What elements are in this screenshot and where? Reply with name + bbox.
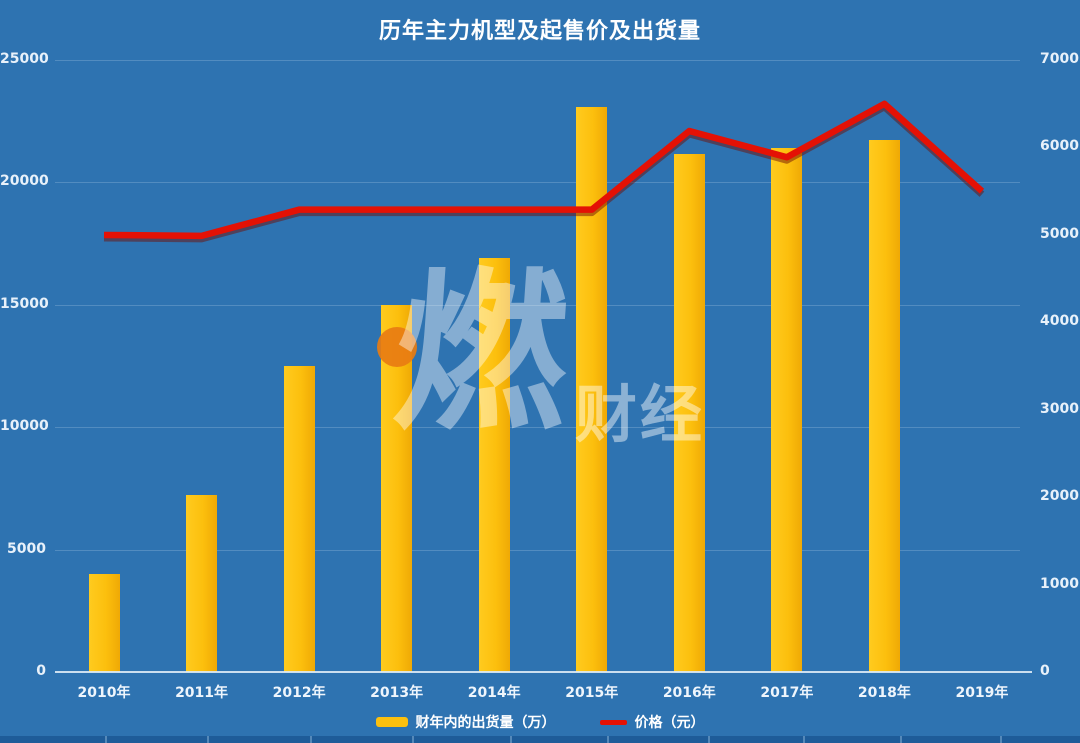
gridline-25000 — [55, 60, 1020, 61]
x-tick-2012年: 2012年 — [272, 685, 326, 701]
legend-bar-label: 财年内的出货量（万） — [415, 715, 556, 731]
price-line-path — [103, 100, 985, 240]
x-tick-2018年: 2018年 — [857, 685, 911, 701]
x-tick-2019年: 2019年 — [955, 685, 1009, 701]
bottom-strip-separator — [207, 736, 209, 743]
gridline-20000 — [55, 182, 1020, 184]
x-tick-2013年: 2013年 — [370, 685, 424, 701]
bottom-strip-separator — [900, 736, 902, 743]
x-tick-2014年: 2014年 — [467, 685, 521, 701]
bottom-strip-separator — [510, 736, 512, 743]
y-right-tick-3000: 3000 — [1040, 400, 1079, 417]
bar-2016年 — [673, 154, 705, 672]
chart-title: 历年主力机型及起售价及出货量 — [378, 19, 701, 44]
bottom-strip-separator — [105, 736, 107, 743]
bar-2018年 — [868, 140, 900, 672]
gridline-15000 — [55, 304, 1020, 306]
y-left-tick-10000: 10000 — [0, 418, 49, 435]
bottom-strip-separator — [803, 736, 805, 743]
y-right-tick-7000: 7000 — [1040, 51, 1079, 67]
x-tick-2016年: 2016年 — [662, 685, 716, 701]
y-left-tick-25000: 25000 — [0, 51, 49, 67]
y-right-tick-0: 0 — [1040, 663, 1050, 679]
y-left-tick-15000: 15000 — [0, 295, 49, 312]
legend-line-swatch-icon — [599, 719, 627, 725]
y-right-tick-4000: 4000 — [1040, 313, 1079, 330]
price-line-series — [103, 100, 985, 243]
legend: 财年内的出货量（万） 价格（元） — [0, 709, 1080, 735]
y-left-tick-5000: 5000 — [7, 540, 46, 557]
gridline-5000 — [55, 549, 1020, 551]
bottom-strip-separator — [412, 736, 414, 743]
legend-line-label: 价格（元） — [634, 715, 705, 731]
x-tick-2011年: 2011年 — [175, 685, 229, 701]
legend-item-price: 价格（元） — [599, 712, 705, 732]
bar-2014年 — [478, 258, 510, 672]
bar-2017年 — [771, 148, 803, 672]
x-tick-2017年: 2017年 — [760, 685, 814, 701]
bar-2012年 — [283, 366, 315, 672]
bottom-strip-separator — [607, 736, 609, 743]
y-right-tick-5000: 5000 — [1040, 225, 1079, 242]
bottom-strip-separator — [1000, 736, 1002, 743]
x-axis-line — [55, 671, 1032, 673]
bottom-strip-separator — [310, 736, 312, 743]
legend-bar-swatch-icon — [375, 717, 408, 727]
y-right-tick-6000: 6000 — [1040, 138, 1079, 155]
y-left-tick-0: 0 — [36, 663, 46, 679]
price-line-shadow — [103, 103, 985, 243]
y-left-tick-20000: 20000 — [0, 173, 49, 190]
bottom-strip-separator — [708, 736, 710, 743]
x-tick-2015年: 2015年 — [565, 685, 619, 701]
legend-item-shipments: 财年内的出货量（万） — [375, 712, 556, 732]
y-right-tick-2000: 2000 — [1040, 488, 1079, 505]
bottom-strip — [0, 736, 1080, 743]
bar-2010年 — [88, 574, 120, 672]
y-right-tick-1000: 1000 — [1040, 575, 1079, 592]
gridline-10000 — [55, 427, 1020, 429]
bar-2011年 — [186, 495, 218, 672]
x-tick-2010年: 2010年 — [77, 685, 131, 701]
